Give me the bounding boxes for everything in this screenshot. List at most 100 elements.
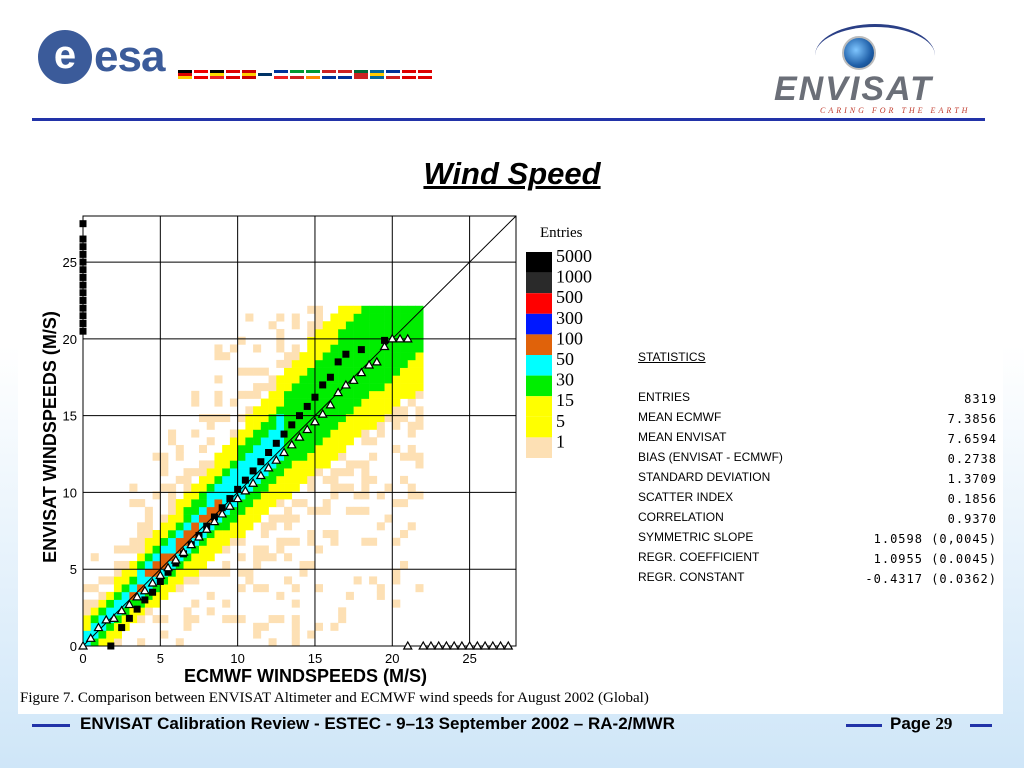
density-cell bbox=[407, 305, 416, 314]
x-axis-label: ECMWF WINDSPEEDS (M/S) bbox=[184, 666, 427, 686]
density-cell bbox=[113, 584, 122, 593]
density-cell bbox=[407, 344, 416, 353]
density-cell bbox=[137, 607, 146, 616]
density-cell bbox=[276, 383, 285, 392]
density-cell bbox=[314, 367, 323, 376]
density-cell bbox=[222, 599, 231, 608]
density-cell bbox=[361, 375, 370, 384]
density-cell bbox=[376, 522, 385, 531]
statistics-row: MEAN ENVISAT 7.6594 bbox=[638, 430, 1003, 448]
density-cell bbox=[338, 359, 347, 368]
density-cell bbox=[400, 375, 409, 384]
density-cell bbox=[369, 437, 378, 446]
density-cell bbox=[353, 414, 362, 423]
density-cell bbox=[322, 367, 331, 376]
density-cell bbox=[191, 576, 200, 585]
square-marker bbox=[79, 327, 87, 335]
density-cell bbox=[400, 475, 409, 484]
density-cell bbox=[322, 336, 331, 345]
density-cell bbox=[415, 452, 424, 461]
y-tick-label: 20 bbox=[63, 332, 77, 347]
esa-logo-mark: e bbox=[38, 30, 92, 84]
density-cell bbox=[330, 452, 339, 461]
density-cell bbox=[322, 444, 331, 453]
density-cell bbox=[400, 313, 409, 322]
statistics-row: MEAN ECMWF 7.3856 bbox=[638, 410, 1003, 428]
density-cell bbox=[160, 568, 169, 577]
density-cell bbox=[361, 421, 370, 430]
density-cell bbox=[113, 545, 122, 554]
statistics-row: REGR. CONSTANT -0.4317 (0.0362) bbox=[638, 570, 1003, 588]
density-cell bbox=[345, 359, 354, 368]
density-cell bbox=[214, 530, 223, 539]
density-cell bbox=[392, 444, 401, 453]
density-cell bbox=[268, 460, 277, 469]
density-cell bbox=[392, 398, 401, 407]
density-cell bbox=[222, 537, 231, 546]
density-cell bbox=[237, 537, 246, 546]
density-cell bbox=[183, 514, 192, 523]
density-cell bbox=[229, 437, 238, 446]
density-cell bbox=[284, 390, 293, 399]
density-cell bbox=[152, 615, 161, 624]
density-cell bbox=[307, 321, 316, 330]
density-cell bbox=[183, 576, 192, 585]
legend-swatch bbox=[526, 355, 552, 376]
density-cell bbox=[314, 383, 323, 392]
density-cell bbox=[415, 406, 424, 415]
density-cell bbox=[369, 414, 378, 423]
flag-es-icon bbox=[242, 70, 256, 79]
density-cell bbox=[268, 398, 277, 407]
density-cell bbox=[83, 630, 92, 639]
density-cell bbox=[376, 328, 385, 338]
density-cell bbox=[222, 352, 231, 361]
density-cell bbox=[206, 537, 215, 546]
esa-logo-text: esa bbox=[94, 32, 165, 81]
density-cell bbox=[284, 375, 293, 384]
density-cell bbox=[392, 599, 401, 608]
density-cell bbox=[121, 576, 130, 585]
density-cell bbox=[407, 328, 416, 338]
density-cell bbox=[291, 630, 300, 639]
density-cell bbox=[168, 499, 177, 508]
density-cell bbox=[307, 336, 316, 345]
density-cell bbox=[253, 406, 262, 415]
x-tick-label: 5 bbox=[157, 651, 164, 666]
density-cell bbox=[106, 622, 115, 631]
density-cell bbox=[206, 437, 215, 446]
density-cell bbox=[353, 576, 362, 585]
density-cell bbox=[384, 483, 393, 492]
density-cell bbox=[229, 506, 238, 515]
density-cell bbox=[260, 414, 269, 423]
density-cell bbox=[222, 468, 231, 477]
density-cell bbox=[384, 398, 393, 407]
density-cell bbox=[369, 390, 378, 399]
density-cell bbox=[307, 429, 316, 438]
density-cell bbox=[168, 491, 177, 500]
square-marker bbox=[164, 568, 172, 576]
density-cell bbox=[338, 336, 347, 345]
statistic-label: MEAN ENVISAT bbox=[638, 430, 727, 444]
density-cell bbox=[229, 615, 238, 624]
density-cell bbox=[291, 406, 300, 415]
triangle-marker bbox=[263, 462, 274, 472]
density-cell bbox=[198, 506, 208, 515]
triangle-marker bbox=[286, 439, 297, 449]
density-cell bbox=[106, 599, 115, 608]
density-cell bbox=[183, 522, 192, 531]
density-cell bbox=[245, 491, 254, 500]
square-marker bbox=[79, 235, 87, 243]
triangle-marker bbox=[124, 599, 135, 609]
density-cell bbox=[268, 638, 277, 647]
density-cell bbox=[168, 537, 177, 546]
plot-frame bbox=[82, 215, 517, 647]
density-cell bbox=[307, 367, 316, 376]
orbit-arc-icon bbox=[815, 24, 935, 87]
legend-swatch bbox=[526, 375, 552, 397]
square-marker bbox=[79, 289, 87, 297]
density-cell bbox=[369, 475, 378, 484]
flag-fi-icon bbox=[258, 70, 272, 79]
density-cell bbox=[214, 352, 223, 361]
triangle-marker bbox=[294, 431, 305, 441]
